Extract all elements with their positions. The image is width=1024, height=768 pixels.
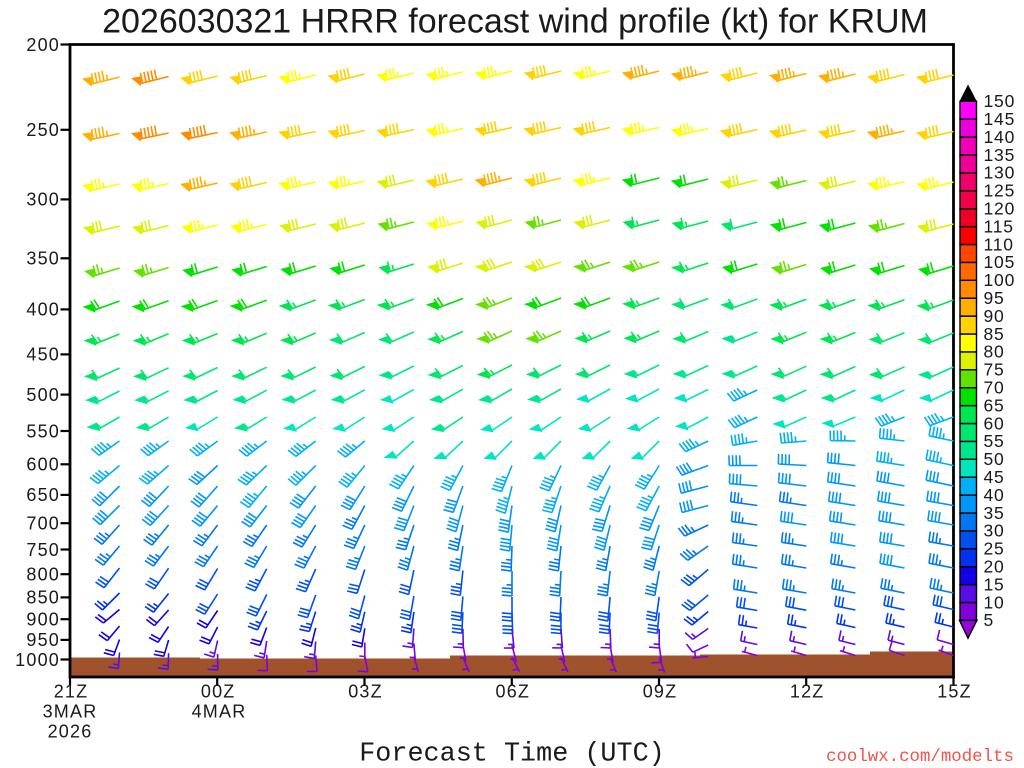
svg-text:1000: 1000 xyxy=(15,650,60,670)
svg-text:120: 120 xyxy=(984,199,1016,219)
svg-text:105: 105 xyxy=(984,252,1016,272)
svg-text:4MAR: 4MAR xyxy=(192,702,247,722)
svg-text:300: 300 xyxy=(26,190,60,210)
svg-text:70: 70 xyxy=(984,378,1005,398)
svg-text:35: 35 xyxy=(984,503,1005,523)
svg-text:55: 55 xyxy=(984,431,1005,451)
svg-text:500: 500 xyxy=(26,385,60,405)
svg-text:700: 700 xyxy=(26,514,60,534)
svg-text:100: 100 xyxy=(984,270,1016,290)
svg-text:650: 650 xyxy=(26,485,60,505)
svg-text:45: 45 xyxy=(984,467,1005,487)
svg-text:12Z: 12Z xyxy=(790,682,825,702)
svg-text:09Z: 09Z xyxy=(643,682,678,702)
svg-text:90: 90 xyxy=(984,306,1005,326)
svg-text:850: 850 xyxy=(26,588,60,608)
svg-text:125: 125 xyxy=(984,181,1016,201)
svg-text:60: 60 xyxy=(984,413,1005,433)
svg-text:15: 15 xyxy=(984,574,1005,594)
svg-text:750: 750 xyxy=(26,540,60,560)
svg-text:130: 130 xyxy=(984,163,1016,183)
svg-text:2026030321 HRRR forecast wind: 2026030321 HRRR forecast wind profile (k… xyxy=(102,3,928,41)
svg-text:06Z: 06Z xyxy=(495,682,530,702)
svg-text:95: 95 xyxy=(984,288,1005,308)
svg-text:250: 250 xyxy=(26,120,60,140)
svg-text:800: 800 xyxy=(26,565,60,585)
svg-text:950: 950 xyxy=(26,630,60,650)
svg-text:400: 400 xyxy=(26,300,60,320)
svg-text:Forecast Time (UTC): Forecast Time (UTC) xyxy=(359,740,665,768)
svg-text:150: 150 xyxy=(984,91,1016,111)
svg-text:140: 140 xyxy=(984,127,1016,147)
svg-text:80: 80 xyxy=(984,342,1005,362)
svg-text:200: 200 xyxy=(26,35,60,55)
svg-text:145: 145 xyxy=(984,109,1016,129)
svg-text:25: 25 xyxy=(984,539,1005,559)
svg-text:00Z: 00Z xyxy=(201,682,236,702)
svg-text:30: 30 xyxy=(984,521,1005,541)
svg-text:coolwx.com/modelts: coolwx.com/modelts xyxy=(826,748,1014,767)
svg-text:75: 75 xyxy=(984,360,1005,380)
svg-text:65: 65 xyxy=(984,395,1005,415)
svg-text:900: 900 xyxy=(26,610,60,630)
svg-text:110: 110 xyxy=(984,234,1014,254)
svg-text:40: 40 xyxy=(984,485,1005,505)
svg-text:15Z: 15Z xyxy=(937,682,972,702)
svg-text:21Z: 21Z xyxy=(54,682,89,702)
svg-text:3MAR: 3MAR xyxy=(43,702,98,722)
svg-text:350: 350 xyxy=(26,249,60,269)
svg-text:550: 550 xyxy=(26,421,60,441)
svg-text:450: 450 xyxy=(26,345,60,365)
svg-text:10: 10 xyxy=(984,592,1005,612)
svg-text:5: 5 xyxy=(984,610,995,630)
svg-text:20: 20 xyxy=(984,557,1005,577)
svg-text:50: 50 xyxy=(984,449,1005,469)
svg-text:2026: 2026 xyxy=(48,722,93,742)
svg-text:03Z: 03Z xyxy=(348,682,383,702)
svg-text:135: 135 xyxy=(984,145,1016,165)
svg-text:85: 85 xyxy=(984,324,1005,344)
svg-text:115: 115 xyxy=(984,216,1014,236)
svg-text:600: 600 xyxy=(26,455,60,475)
